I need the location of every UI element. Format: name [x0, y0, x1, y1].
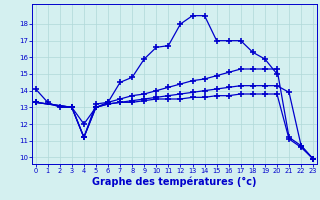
X-axis label: Graphe des températures (°c): Graphe des températures (°c): [92, 177, 257, 187]
